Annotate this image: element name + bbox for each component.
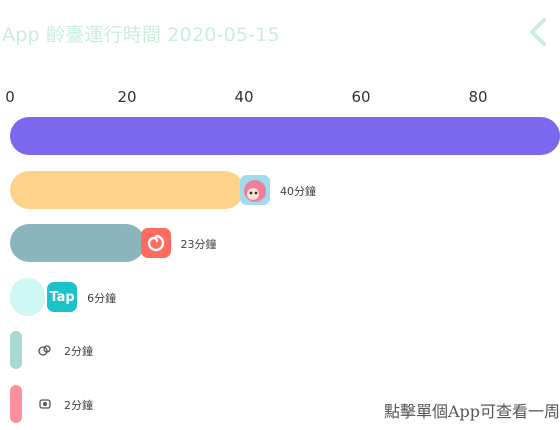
usage-bar[interactable] — [10, 331, 22, 369]
small-app-icon-2[interactable] — [36, 395, 54, 413]
usage-bar[interactable] — [10, 117, 560, 155]
header: App 齡臺運行時間 2020-05-15 — [0, 0, 560, 64]
usage-bar[interactable] — [10, 278, 46, 316]
usage-time-label: 2分鐘 — [64, 345, 93, 358]
small-app-icon[interactable] — [36, 341, 54, 359]
usage-time-label: 2分鐘 — [64, 399, 93, 412]
chevron-left-icon[interactable] — [526, 14, 550, 50]
axis-tick: 40 — [234, 88, 254, 106]
footer-hint-link[interactable]: 點擊單個App可查看一周 — [383, 402, 560, 421]
usage-bar[interactable] — [10, 171, 244, 209]
page-title: App 齡臺運行時間 2020-05-15 — [2, 24, 280, 46]
snail-icon[interactable] — [140, 228, 171, 258]
axis-tick: 80 — [468, 88, 488, 106]
usage-time-label: 23分鐘 — [180, 238, 217, 251]
axis-tick: 20 — [117, 88, 137, 106]
tap-icon[interactable]: Tap — [47, 282, 78, 312]
usage-bar[interactable] — [10, 385, 22, 423]
axis-tick: 0 — [5, 88, 15, 106]
usage-time-label: 40分鐘 — [280, 185, 316, 198]
anime-avatar-icon[interactable] — [240, 175, 270, 205]
usage-time-label: 6分鐘 — [87, 292, 117, 305]
axis-tick: 60 — [351, 88, 371, 106]
usage-bar[interactable] — [10, 224, 145, 262]
